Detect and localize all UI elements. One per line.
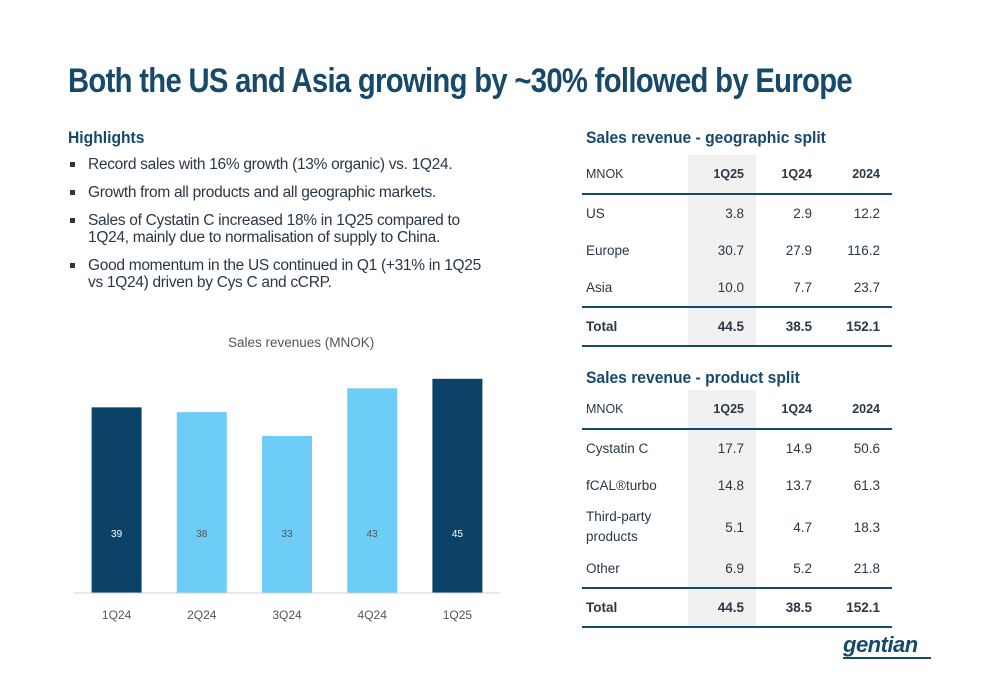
header-cell: 2024 bbox=[824, 155, 892, 195]
chart-bar bbox=[432, 378, 483, 593]
header-cell: 1Q24 bbox=[756, 155, 824, 195]
row-label: Total bbox=[582, 587, 688, 628]
chart-bar bbox=[262, 435, 312, 593]
table-total-row: Total 44.5 38.5 152.1 bbox=[582, 587, 892, 628]
row-label: fCAL®turbo bbox=[586, 478, 657, 493]
table-cell: 38.5 bbox=[756, 587, 824, 628]
geo-table-heading: Sales revenue - geographic split bbox=[586, 128, 826, 147]
table-cell: 23.7 bbox=[853, 280, 880, 295]
geo-split-table: MNOK 1Q25 1Q24 2024 US 3.8 2.9 12.2 Euro… bbox=[582, 155, 892, 347]
table-row: US 3.8 2.9 12.2 bbox=[582, 194, 892, 232]
table-row: Cystatin C 17.7 14.9 50.6 bbox=[582, 429, 892, 467]
highlights-list: Record sales with 16% growth (13% organi… bbox=[68, 156, 488, 302]
chart-bar bbox=[347, 388, 398, 593]
table-cell: 152.1 bbox=[824, 306, 892, 347]
x-tick-label: 3Q24 bbox=[272, 608, 302, 622]
table-cell: 152.1 bbox=[824, 587, 892, 628]
highlight-item: Good momentum in the US continued in Q1 … bbox=[68, 257, 488, 291]
table-cell: 5.2 bbox=[793, 561, 812, 576]
table-cell: 7.7 bbox=[793, 280, 812, 295]
table-cell: 14.8 bbox=[688, 467, 756, 504]
table-cell: 5.1 bbox=[688, 504, 756, 550]
table-cell: 44.5 bbox=[688, 306, 756, 347]
table-row: Asia 10.0 7.7 23.7 bbox=[582, 269, 892, 307]
table-cell: 10.0 bbox=[688, 269, 756, 307]
row-label: Asia bbox=[586, 280, 613, 295]
row-label: Other bbox=[586, 561, 620, 576]
table-row: fCAL®turbo 14.8 13.7 61.3 bbox=[582, 467, 892, 504]
row-label: Europe bbox=[586, 243, 630, 258]
table-total-row: Total 44.5 38.5 152.1 bbox=[582, 306, 892, 347]
x-tick-label: 1Q25 bbox=[443, 608, 473, 622]
table-cell: 2.9 bbox=[793, 206, 812, 221]
highlight-item: Sales of Cystatin C increased 18% in 1Q2… bbox=[68, 212, 488, 246]
header-cell: 1Q25 bbox=[688, 390, 756, 430]
chart-title: Sales revenues (MNOK) bbox=[228, 335, 375, 350]
product-split-table: MNOK 1Q25 1Q24 2024 Cystatin C 17.7 14.9… bbox=[582, 390, 892, 628]
product-table-heading: Sales revenue - product split bbox=[586, 368, 800, 387]
bar-value-label: 43 bbox=[367, 529, 379, 540]
row-label: US bbox=[586, 206, 605, 221]
x-tick-label: 4Q24 bbox=[358, 608, 388, 622]
table-row: Europe 30.7 27.9 116.2 bbox=[582, 232, 892, 269]
table-cell: 44.5 bbox=[688, 587, 756, 628]
table-header-row: MNOK 1Q25 1Q24 2024 bbox=[582, 390, 892, 430]
bar-value-label: 38 bbox=[196, 529, 208, 540]
highlights-heading: Highlights bbox=[68, 128, 145, 147]
bullet-square-icon bbox=[70, 190, 75, 195]
bullet-square-icon bbox=[70, 218, 75, 223]
header-cell: 1Q24 bbox=[756, 390, 824, 430]
table-cell: 61.3 bbox=[853, 478, 880, 493]
row-label: Total bbox=[582, 306, 688, 347]
table-cell: 18.3 bbox=[853, 519, 880, 535]
row-label: Third-party products bbox=[586, 509, 652, 544]
table-cell: 30.7 bbox=[688, 232, 756, 269]
highlight-item: Record sales with 16% growth (13% organi… bbox=[68, 156, 488, 173]
table-cell: 3.8 bbox=[688, 194, 756, 232]
table-cell: 17.7 bbox=[688, 429, 756, 467]
highlight-item: Growth from all products and all geograp… bbox=[68, 184, 488, 201]
table-row: Other 6.9 5.2 21.8 bbox=[582, 550, 892, 588]
chart-bar bbox=[91, 407, 142, 593]
table-cell: 4.7 bbox=[793, 519, 812, 535]
sales-bar-chart: 39 1Q24 38 2Q24 33 3Q24 43 4Q24 45 1Q25 bbox=[74, 378, 500, 622]
bar-value-label: 39 bbox=[111, 529, 123, 540]
bullet-square-icon bbox=[70, 162, 75, 167]
table-cell: 116.2 bbox=[847, 243, 880, 258]
table-cell: 50.6 bbox=[853, 441, 880, 456]
table-row: Third-party products 5.1 4.7 18.3 bbox=[582, 504, 892, 550]
header-cell: 2024 bbox=[824, 390, 892, 430]
gentian-logo: gentian bbox=[843, 632, 918, 657]
header-cell: 1Q25 bbox=[688, 155, 756, 195]
bullet-square-icon bbox=[70, 263, 75, 268]
table-cell: 38.5 bbox=[756, 306, 824, 347]
bar-value-label: 45 bbox=[452, 529, 464, 540]
row-label: Cystatin C bbox=[586, 441, 649, 456]
chart-bar bbox=[176, 412, 227, 593]
slide-title: Both the US and Asia growing by ~30% fol… bbox=[68, 62, 853, 100]
table-cell: 21.8 bbox=[853, 561, 880, 576]
table-cell: 27.9 bbox=[785, 243, 812, 258]
table-cell: 14.9 bbox=[785, 441, 812, 456]
table-cell: 6.9 bbox=[688, 550, 756, 588]
x-tick-label: 2Q24 bbox=[187, 608, 217, 622]
table-cell: 13.7 bbox=[785, 478, 812, 493]
header-cell: MNOK bbox=[582, 155, 688, 195]
table-header-row: MNOK 1Q25 1Q24 2024 bbox=[582, 155, 892, 195]
table-cell: 12.2 bbox=[853, 206, 880, 221]
header-cell: MNOK bbox=[582, 390, 688, 430]
bar-value-label: 33 bbox=[281, 529, 293, 540]
logo-underline bbox=[843, 657, 931, 659]
x-tick-label: 1Q24 bbox=[102, 608, 132, 622]
